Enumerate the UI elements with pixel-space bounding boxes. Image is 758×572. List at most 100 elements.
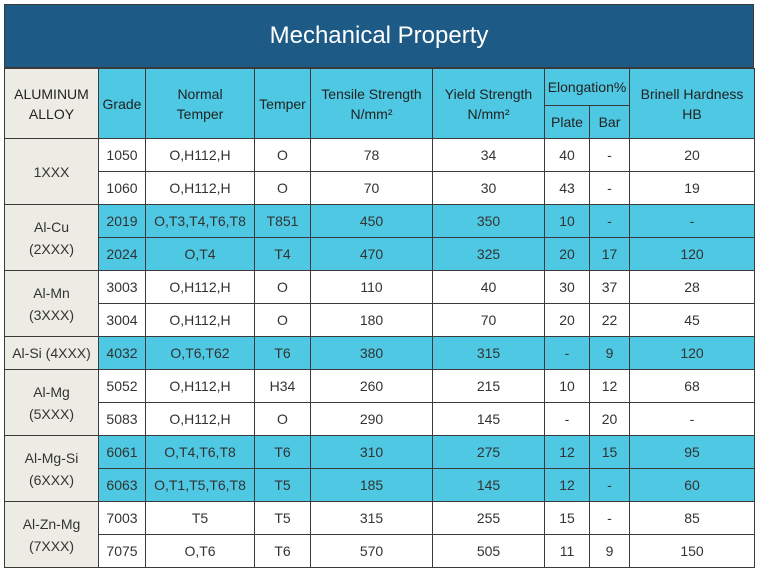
alloy-series-cell: Al-Mg (5XXX)	[4, 369, 99, 436]
table-row: Al-Cu (2XXX) 2019 O,T3,T4,T6,T8 T851 450 350 10…	[4, 204, 755, 271]
normal-temper-cell: O,H112,H	[145, 138, 255, 172]
table-row: Al-Mn (3XXX) 3003 O,H112,H O 110 40 30 37 28	[4, 270, 755, 337]
yield-strength-cell: 350	[432, 204, 545, 238]
header-brinell-line1: Brinell Hardness	[640, 85, 744, 102]
alloy-series-cell: Al-Si (4XXX)	[4, 336, 99, 370]
header-tensile-strength: Tensile Strength N/mm²	[310, 68, 433, 139]
yield-strength-cell: 145	[432, 402, 545, 436]
elongation-bar-cell: 37	[589, 270, 630, 304]
header-aluminum-alloy: ALUMINUM ALLOY	[4, 68, 99, 139]
elongation-plate-cell: -	[544, 402, 590, 436]
header-elongation: Elongation%	[544, 68, 630, 106]
brinell-hardness-cell: 60	[629, 468, 755, 502]
header-brinell-line2: HB	[682, 105, 702, 122]
table-row: 1XXX 1050 O,H112,H O 78 34 40-20	[4, 138, 755, 205]
table-row: 3004 O,H112,H O 180 70 20 22 45	[5, 303, 755, 337]
normal-temper-cell: O,T4	[145, 237, 255, 271]
grade-cell: 4032	[98, 336, 146, 370]
table-title: Mechanical Property	[4, 4, 754, 68]
alloy-series-label: Al-Mn	[33, 284, 70, 301]
temper-cell: O	[254, 270, 311, 304]
tensile-strength-cell: 70	[310, 171, 433, 205]
yield-strength-cell: 70	[432, 303, 545, 337]
elongation-bar-cell: -	[589, 171, 630, 205]
temper-cell: O	[254, 171, 311, 205]
header-grade: Grade	[98, 68, 146, 139]
alloy-series-label: (3XXX)	[28, 306, 75, 323]
normal-temper-cell: T5	[145, 501, 255, 535]
temper-cell: T4	[254, 237, 311, 271]
table-row: 6063 O,T1,T5,T6,T8 T5 185 145 12-60	[5, 468, 755, 502]
alloy-series-label: Al-Cu	[33, 218, 69, 235]
normal-temper-cell: O,H112,H	[145, 369, 255, 403]
yield-strength-cell: 505	[432, 534, 545, 568]
temper-cell: T5	[254, 501, 311, 535]
elongation-bar-cell: 22	[589, 303, 630, 337]
grade-cell: 5083	[98, 402, 146, 436]
elongation-plate-cell: 12	[544, 435, 590, 469]
brinell-hardness-cell: 150	[629, 534, 755, 568]
yield-strength-cell: 255	[432, 501, 545, 535]
header-plate: Plate	[544, 105, 590, 139]
temper-cell: T5	[254, 468, 311, 502]
alloy-series-label: Al-Mg-Si	[24, 449, 79, 466]
table-row: 1060 O,H112,H O 70 30 43-19	[5, 171, 755, 205]
tensile-strength-cell: 185	[310, 468, 433, 502]
yield-strength-cell: 30	[432, 171, 545, 205]
temper-cell: T6	[254, 435, 311, 469]
temper-cell: T6	[254, 534, 311, 568]
elongation-plate-cell: 11	[544, 534, 590, 568]
temper-cell: H34	[254, 369, 311, 403]
tensile-strength-cell: 315	[310, 501, 433, 535]
elongation-plate-cell: 30	[544, 270, 590, 304]
grade-cell: 5052	[98, 369, 146, 403]
brinell-hardness-cell: 85	[629, 501, 755, 535]
elongation-bar-cell: 9	[589, 336, 630, 370]
grade-cell: 2019	[98, 204, 146, 238]
normal-temper-cell: O,H112,H	[145, 303, 255, 337]
alloy-series-label: (5XXX)	[28, 405, 75, 422]
elongation-plate-cell: 12	[544, 468, 590, 502]
header-normal-temper: Normal Temper	[145, 68, 255, 139]
elongation-bar-cell: 15	[589, 435, 630, 469]
tensile-strength-cell: 310	[310, 435, 433, 469]
tensile-strength-cell: 450	[310, 204, 433, 238]
alloy-series-label: Al-Mg	[33, 383, 70, 400]
tensile-strength-cell: 290	[310, 402, 433, 436]
grade-cell: 7075	[98, 534, 146, 568]
brinell-hardness-cell: 28	[629, 270, 755, 304]
table-row: Al-Mg-Si (6XXX) 6061 O,T4,T6,T8 T6 310 275 12 15…	[4, 435, 755, 502]
temper-cell: T851	[254, 204, 311, 238]
grade-cell: 1060	[98, 171, 146, 205]
alloy-series-cell: Al-Mn (3XXX)	[4, 270, 99, 337]
temper-cell: O	[254, 138, 311, 172]
yield-strength-cell: 215	[432, 369, 545, 403]
alloy-series-label: (6XXX)	[28, 471, 75, 488]
alloy-series-label: (2XXX)	[28, 240, 75, 257]
brinell-hardness-cell: 120	[629, 336, 755, 370]
mechanical-property-table: ALUMINUM ALLOY Grade Normal Temper Tempe…	[4, 68, 755, 568]
brinell-hardness-cell: -	[629, 204, 755, 238]
elongation-plate-cell: 10	[544, 204, 590, 238]
temper-cell: O	[254, 402, 311, 436]
header-yield-strength: Yield Strength N/mm²	[432, 68, 545, 139]
yield-strength-cell: 34	[432, 138, 545, 172]
alloy-series-cell: Al-Zn-Mg (7XXX)	[4, 501, 99, 568]
grade-cell: 1050	[98, 138, 146, 172]
normal-temper-cell: O,T3,T4,T6,T8	[145, 204, 255, 238]
grade-cell: 2024	[98, 237, 146, 271]
header-normal-temper-line1: Normal	[177, 85, 223, 102]
grade-cell: 3004	[98, 303, 146, 337]
tensile-strength-cell: 260	[310, 369, 433, 403]
elongation-bar-cell: 12	[589, 369, 630, 403]
temper-cell: T6	[254, 336, 311, 370]
table-row: 5083 O,H112,H O 290 145-20-	[5, 402, 755, 436]
normal-temper-cell: O,T4,T6,T8	[145, 435, 255, 469]
mechanical-property-table-frame: Mechanical Property ALUMINUM ALLOY Grade…	[4, 4, 755, 568]
header-alloy-line2: ALLOY	[28, 105, 75, 122]
header-temper: Temper	[254, 68, 311, 139]
normal-temper-cell: O,H112,H	[145, 270, 255, 304]
grade-cell: 6063	[98, 468, 146, 502]
temper-cell: O	[254, 303, 311, 337]
grade-cell: 7003	[98, 501, 146, 535]
